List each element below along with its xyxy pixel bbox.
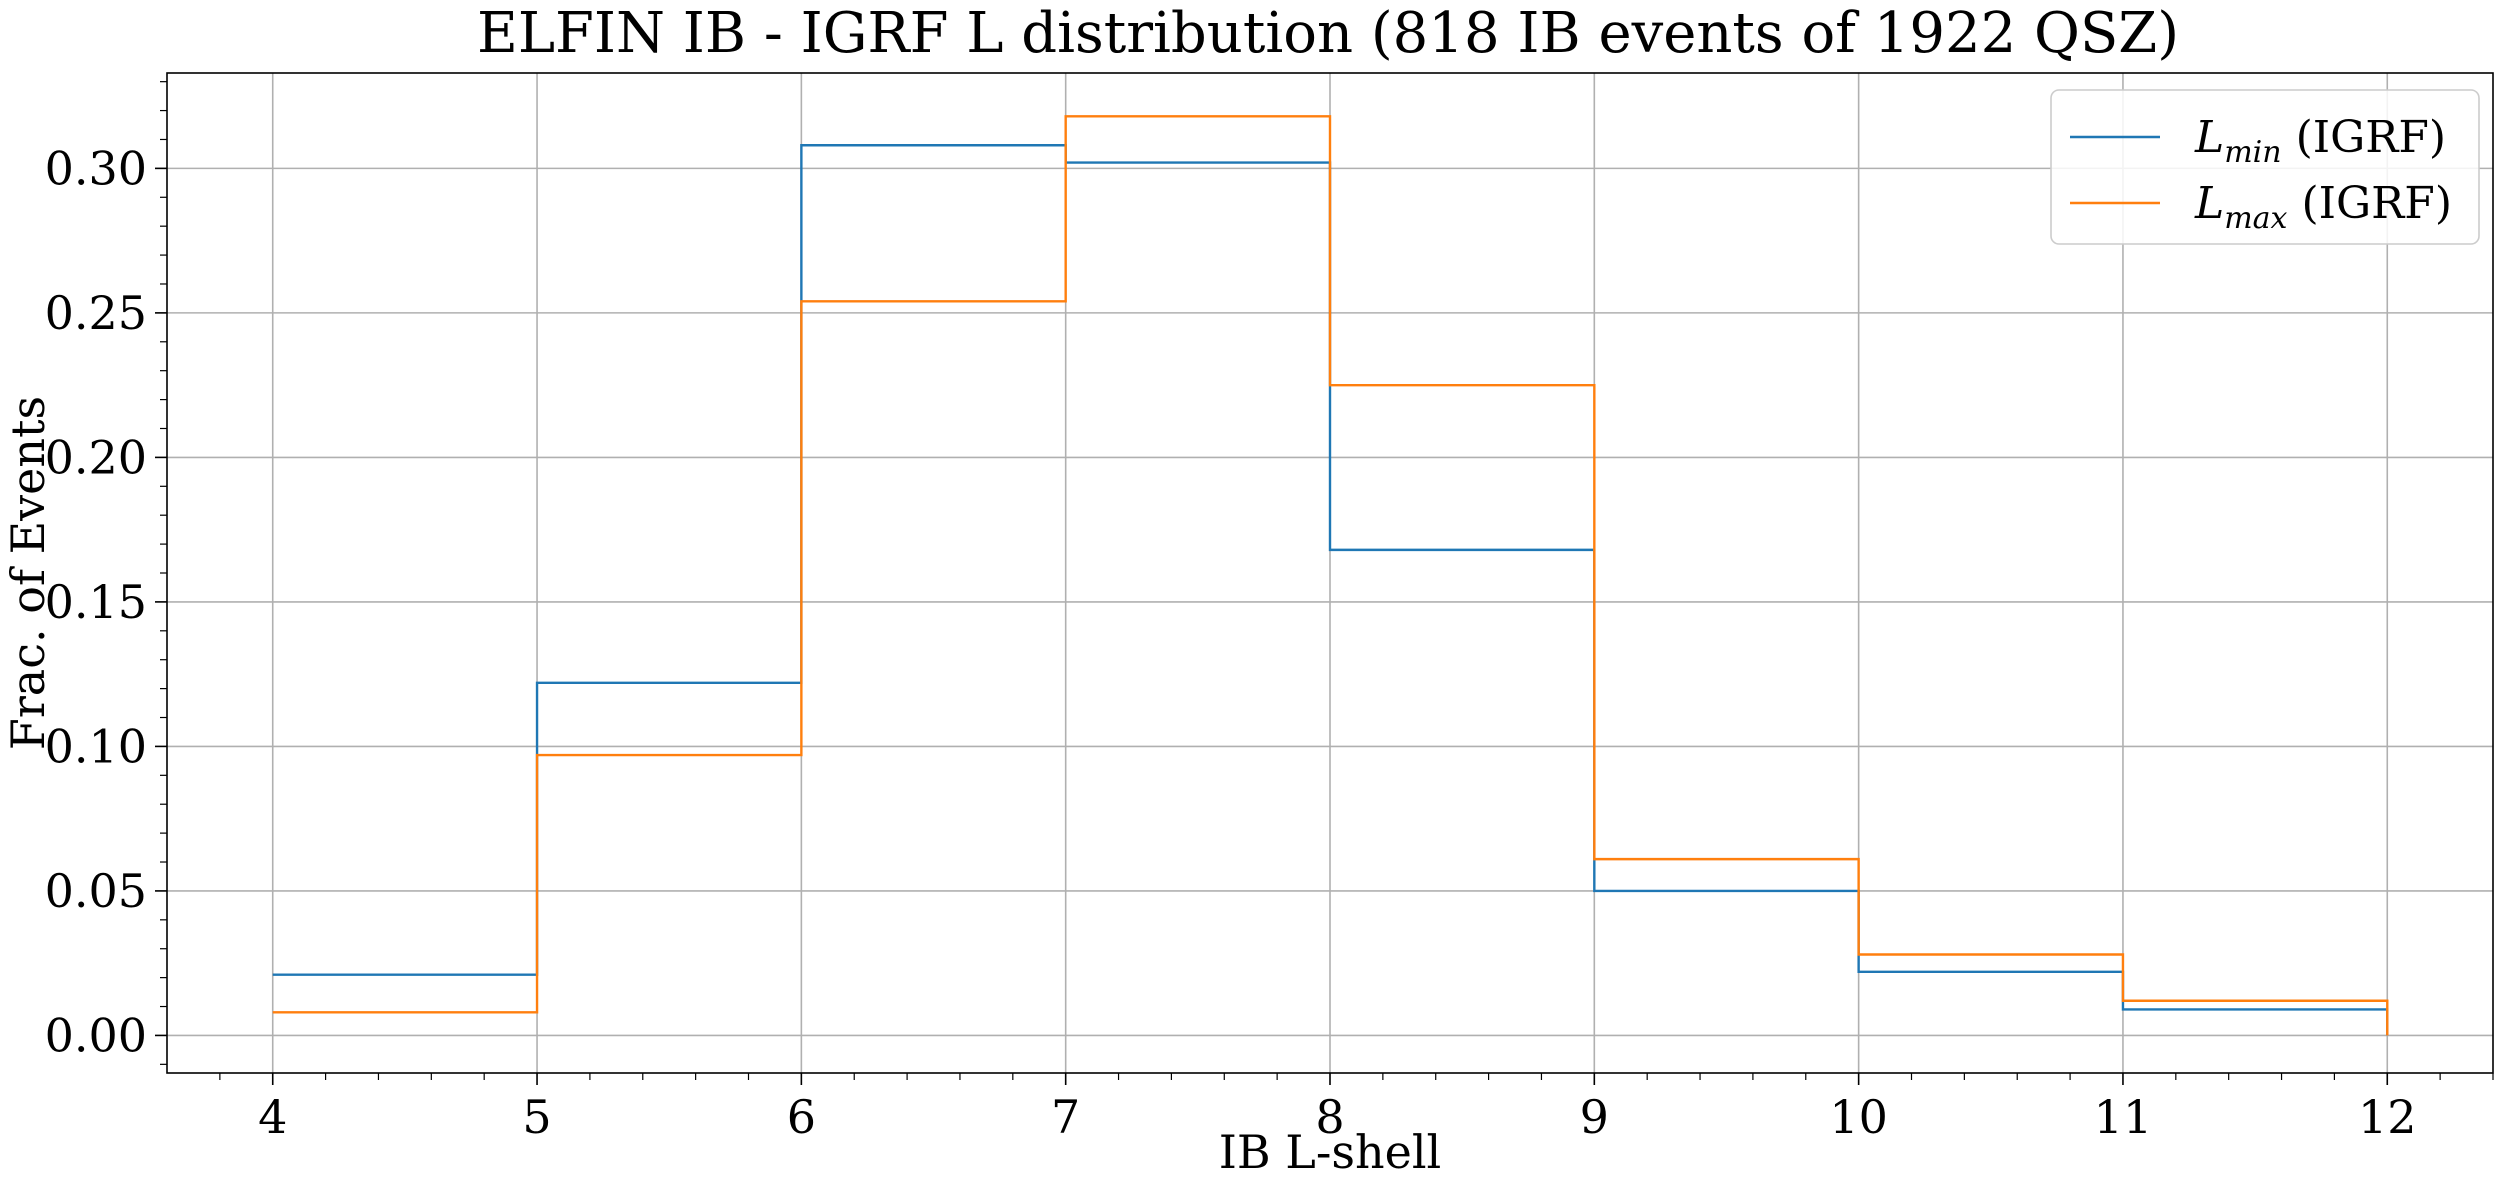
minor-ticks [160,81,2494,1080]
x-tick-label-6: 10 [1829,1090,1888,1144]
y-tick-label-0: 0.00 [45,1008,147,1062]
x-tick-label-1: 5 [522,1090,551,1144]
series-layer [272,115,2389,1036]
y-tick-label-6: 0.30 [45,141,147,195]
x-tick-label-3: 7 [1051,1090,1080,1144]
legend-box [2050,89,2480,245]
y-axis: 0.00 0.05 0.10 0.15 0.20 0.25 0.30 [45,141,167,1062]
legend: Lmin (IGRF) Lmax (IGRF) [2050,89,2480,245]
x-tick-label-8: 12 [2358,1090,2417,1144]
chart-title: ELFIN IB - IGRF L distribution (818 IB e… [477,1,2179,66]
legend-label-1: Lmax (IGRF) [2194,178,2452,236]
x-tick-label-2: 6 [787,1090,816,1144]
x-tick-label-7: 11 [2094,1090,2153,1144]
y-tick-label-5: 0.25 [45,286,147,340]
y-tick-label-1: 0.05 [45,864,147,918]
x-axis-label: IB L-shell [1219,1125,1442,1179]
y-axis-label: Frac. of Events [1,396,55,750]
legend-label-0: Lmin (IGRF) [2194,112,2446,170]
series-1-step-line [272,115,2389,1036]
y-tick-label-3: 0.15 [45,575,147,629]
x-tick-label-0: 4 [258,1090,287,1144]
y-tick-label-2: 0.10 [45,719,147,773]
x-axis: 4 5 6 7 8 9 10 11 12 [258,1073,2417,1144]
x-tick-label-5: 9 [1580,1090,1609,1144]
x-tick-label-4: 8 [1315,1090,1344,1144]
y-tick-label-4: 0.20 [45,430,147,484]
